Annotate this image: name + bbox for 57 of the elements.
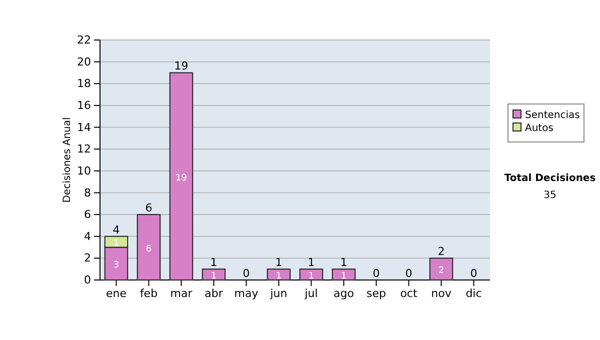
data-label: 1	[276, 272, 282, 282]
y-tick-label: 20	[77, 55, 91, 68]
total-label: 1	[308, 256, 315, 270]
legend-label: Autos	[525, 123, 554, 134]
bar	[332, 268, 356, 280]
y-tick-label: 14	[77, 120, 91, 134]
total-label: 0	[372, 267, 380, 280]
total-label: 1	[340, 256, 348, 270]
data-label: 2	[438, 266, 444, 276]
x-tick-label: feb	[140, 286, 158, 300]
y-tick-label: 10	[77, 164, 91, 178]
x-tick-label: jun	[269, 286, 288, 300]
total-label: 0	[405, 267, 412, 280]
x-tick-label: nov	[431, 286, 452, 300]
total-label: 6	[145, 202, 152, 215]
bar	[429, 258, 454, 280]
total-label: 4	[112, 223, 120, 236]
bar	[266, 268, 291, 280]
total-label: 19	[174, 60, 188, 73]
x-tick-label: oct	[400, 286, 418, 300]
y-tick-label: 18	[77, 77, 91, 90]
x-tick-label: dic	[466, 286, 482, 300]
x-tick-label: mar	[170, 286, 193, 300]
x-tick-label: sep	[366, 286, 386, 300]
data-label: 1	[210, 272, 217, 282]
x-tick-label: may	[234, 286, 259, 300]
total-label: 2	[438, 245, 445, 258]
bar	[299, 268, 324, 280]
data-label: 1	[113, 238, 120, 249]
data-label: 1	[308, 272, 314, 282]
total-label: 1	[210, 256, 218, 270]
legend-label: Sentencias	[525, 110, 580, 121]
x-tick-label: ene	[106, 286, 127, 300]
x-tick-label: ago	[334, 286, 354, 300]
data-label: 3	[113, 260, 120, 271]
text: Total Decisiones	[504, 173, 596, 184]
y-tick-label: 4	[84, 230, 91, 243]
y-tick-label: 2	[84, 252, 91, 265]
total-label: 0	[242, 267, 250, 280]
bar	[136, 214, 161, 280]
data-label: 1	[340, 272, 347, 282]
total-label: 1	[275, 256, 282, 270]
y-tick-label: 0	[84, 274, 91, 287]
y-tick-label: 12	[77, 142, 91, 156]
y-tick-label: 22	[77, 34, 91, 47]
y-tick-label: 6	[84, 208, 91, 222]
data-label: 6	[146, 244, 152, 254]
bar	[169, 72, 194, 280]
data-label: 19	[176, 173, 188, 184]
total-label: 0	[470, 267, 478, 280]
y-tick-label: 8	[84, 186, 91, 200]
bar	[202, 268, 226, 280]
y-axis-title: Decisiones Anual	[62, 117, 73, 203]
text: 35	[544, 190, 556, 201]
x-tick-label: jul	[304, 286, 318, 300]
x-tick-label: abr	[204, 286, 224, 300]
y-tick-label: 16	[77, 98, 91, 112]
